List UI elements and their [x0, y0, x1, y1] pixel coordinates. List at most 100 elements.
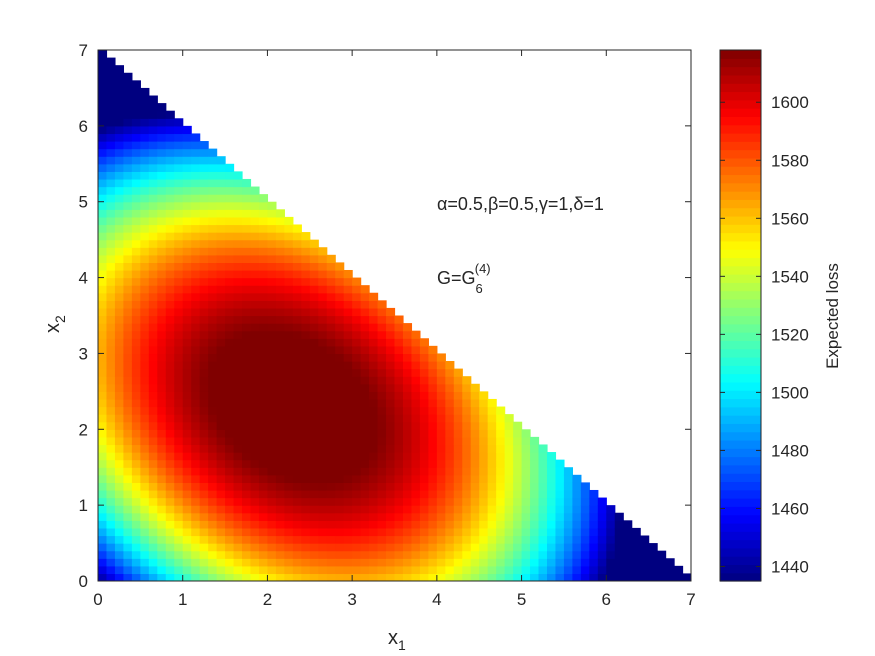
heat-cell: [174, 361, 184, 370]
heat-cell: [623, 558, 633, 567]
heat-cell: [123, 103, 133, 112]
heat-cell: [479, 391, 489, 400]
heat-cell: [326, 436, 336, 446]
heat-cell: [326, 543, 336, 552]
heat-cell: [496, 543, 506, 552]
heat-cell: [343, 489, 353, 499]
heat-cell: [208, 323, 218, 332]
heat-cell: [326, 361, 336, 370]
heat-cell: [267, 550, 277, 559]
heat-cell: [131, 285, 141, 294]
heat-cell: [275, 262, 285, 271]
heat-cell: [123, 194, 133, 203]
heat-cell: [453, 520, 463, 529]
heat-cell: [623, 565, 633, 575]
heat-cell: [411, 398, 421, 408]
heat-cell: [225, 338, 235, 347]
heat-cell: [199, 232, 209, 241]
heat-cell: [250, 398, 260, 408]
heat-cell: [131, 201, 141, 210]
colorbar-step: [720, 191, 761, 200]
heat-cell: [216, 558, 226, 567]
heat-cell: [114, 125, 125, 135]
heat-cell: [114, 512, 125, 521]
heat-cell: [284, 543, 294, 552]
heat-cell: [530, 489, 540, 499]
heat-cell: [199, 201, 209, 210]
heat-cell: [386, 376, 396, 385]
heat-cell: [225, 459, 235, 468]
heat-cell: [225, 520, 235, 529]
heat-cell: [479, 573, 489, 581]
heat-cell: [301, 535, 311, 544]
heat-cell: [216, 550, 226, 559]
heat-cell: [572, 520, 582, 529]
heat-cell: [174, 300, 184, 309]
heat-cell: [445, 376, 455, 385]
heat-cell: [233, 452, 243, 461]
heat-cell: [208, 467, 218, 476]
heat-cell: [182, 489, 192, 499]
heat-cell: [182, 224, 192, 233]
heat-cell: [216, 398, 226, 408]
heat-cell: [597, 550, 607, 559]
heat-cell: [114, 330, 125, 339]
colorbar-gradient: [720, 50, 761, 582]
heat-cell: [267, 323, 277, 332]
heat-cell: [233, 391, 243, 400]
heat-cell: [436, 512, 446, 521]
heat-cell: [123, 520, 133, 529]
heat-cell: [580, 573, 590, 581]
heat-cell: [157, 156, 167, 165]
heat-cell: [301, 573, 311, 581]
colorbar-step: [720, 556, 761, 566]
heat-cell: [225, 194, 235, 203]
heat-cell: [148, 141, 158, 150]
heat-cell: [131, 497, 141, 506]
heat-cell: [589, 497, 599, 506]
y-tick-label: 1: [79, 496, 88, 515]
heat-cell: [216, 156, 226, 165]
heat-cell: [225, 330, 235, 339]
heat-cell: [614, 573, 624, 581]
heat-cell: [335, 520, 345, 529]
heat-cell: [182, 254, 192, 263]
heat-cell: [258, 232, 269, 241]
heatmap-cells: [98, 50, 691, 581]
heat-cell: [563, 573, 573, 581]
heat-cell: [335, 300, 345, 309]
heat-cell: [174, 512, 184, 521]
colorbar-step: [720, 406, 761, 416]
heat-cell: [496, 467, 506, 476]
heat-cell: [436, 527, 446, 537]
heat-cell: [157, 505, 167, 514]
heat-cell: [148, 573, 158, 581]
heat-cell: [267, 224, 277, 233]
heat-cell: [369, 421, 379, 430]
heat-cell: [292, 232, 302, 241]
heat-cell: [487, 512, 497, 521]
heat-cell: [98, 300, 108, 309]
heat-cell: [165, 110, 175, 119]
heat-cell: [411, 535, 421, 544]
heat-cell: [199, 224, 209, 233]
heat-cell: [555, 489, 565, 499]
heat-cell: [98, 489, 108, 499]
heat-cell: [318, 277, 328, 286]
heat-cell: [242, 497, 252, 506]
heat-cell: [123, 95, 133, 104]
heat-cell: [386, 505, 396, 514]
heat-cell: [140, 505, 150, 514]
heat-cell: [275, 436, 285, 446]
heat-cell: [496, 520, 506, 529]
heat-cell: [326, 535, 336, 544]
heat-cell: [242, 505, 252, 514]
heat-cell: [165, 171, 175, 180]
heat-cell: [326, 338, 336, 347]
heat-cell: [326, 459, 336, 468]
heat-cell: [225, 262, 235, 271]
heat-cell: [182, 156, 192, 165]
heat-cell: [182, 330, 192, 339]
heat-cell: [394, 535, 404, 544]
heat-cell: [199, 368, 209, 377]
